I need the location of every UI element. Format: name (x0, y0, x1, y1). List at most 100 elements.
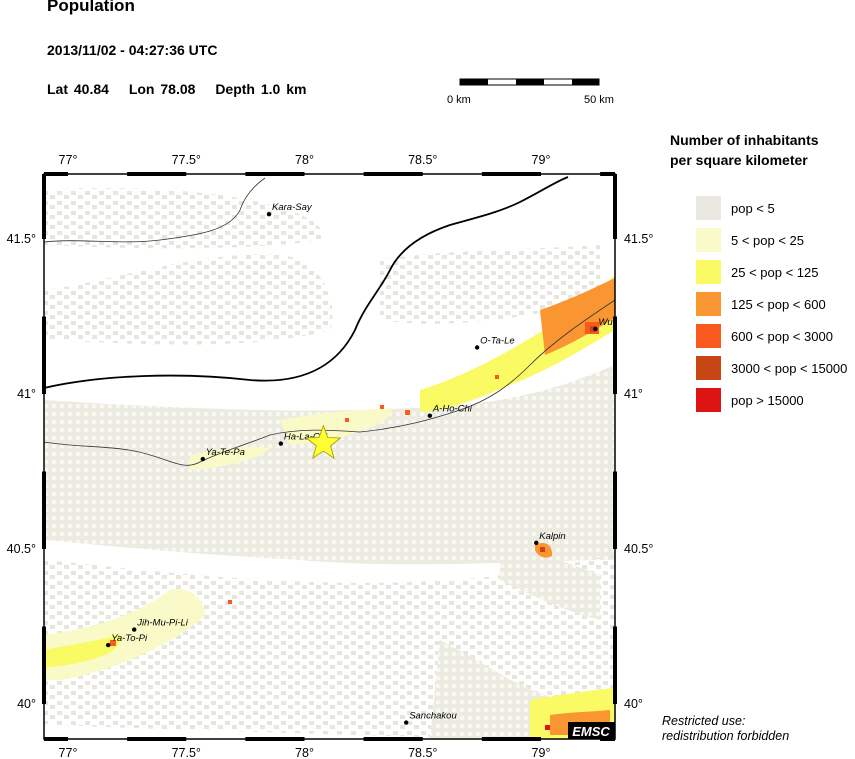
population-map: Kara-Say O-Ta-Le Wu A-Ho-Chi Ha-La-Chi Ya-Te-… (7, 153, 654, 759)
river-line-north (44, 177, 266, 243)
place-marker (593, 326, 598, 332)
lat-labels-right: 41.5° 41° 40.5° 40° (624, 232, 653, 711)
place-marker (132, 627, 137, 632)
frame-tick-bottom (363, 737, 423, 741)
frame-tick-bottom (44, 737, 68, 741)
legend-label: pop > 15000 (731, 392, 804, 408)
page-title: Population (47, 0, 135, 15)
place-label: Jih-Mu-Pi-Li (136, 618, 189, 629)
frame-tick-left (42, 626, 46, 704)
lat-tick-label-right: 40.5° (624, 542, 653, 556)
border-line (44, 176, 569, 389)
frame-tick-bottom (127, 737, 187, 741)
frame-tick-right (613, 471, 617, 549)
scale-start-label: 0 km (447, 94, 471, 106)
legend-item: pop < 5 (696, 196, 775, 220)
place-marker (427, 413, 433, 418)
legend-item: 125 < pop < 600 (696, 292, 826, 316)
emsc-logo (568, 722, 615, 739)
place-marker (474, 345, 480, 350)
legend-item: 600 < pop < 3000 (696, 324, 833, 348)
lat-tick-label-left: 40° (17, 697, 36, 711)
lon-tick-label-top: 78.5° (408, 153, 437, 167)
legend-swatch (696, 324, 721, 348)
places-layer: Kara-Say O-Ta-Le Wu A-Ho-Chi Ha-La-Chi Ya-Te-… (106, 202, 613, 725)
place-label: Ha-La-Chi (284, 432, 328, 443)
lon-tick-label-bottom: 78° (295, 746, 314, 759)
star-icon (305, 424, 342, 460)
frame-tick-left (42, 471, 46, 549)
legend-label: 25 < pop < 125 (731, 264, 819, 280)
legend-swatch (696, 292, 721, 316)
frame-tick-right (613, 316, 617, 394)
lat-tick-label-right: 41° (624, 387, 643, 401)
lat-tick-label-right: 41.5° (624, 232, 653, 246)
frame-tick-top (600, 172, 615, 176)
lon-labels-top: 77° 77.5° 78° 78.5° 79° (59, 153, 551, 167)
frame-tick-bottom (481, 737, 541, 741)
place-marker (403, 720, 409, 725)
lon-tick-label-bottom: 77.5° (172, 746, 201, 759)
lat-tick-label-left: 41° (17, 387, 36, 401)
legend-swatch (696, 388, 721, 412)
place-label: Ya-Te-Pa (206, 447, 245, 458)
place-label: Ya-To-Pi (111, 633, 148, 644)
population-medium-areas (44, 275, 615, 739)
place-label: Kara-Say (272, 202, 313, 213)
legend-item: pop > 15000 (696, 388, 804, 412)
lon-labels-bottom: 77° 77.5° 78° 78.5° 79° (59, 746, 551, 759)
place-label: O-Ta-Le (480, 336, 515, 347)
legend-item: 25 < pop < 125 (696, 260, 818, 284)
legend-label: pop < 5 (731, 200, 775, 216)
lon-tick-label-top: 77.5° (172, 153, 201, 167)
latitude-label: Lat 40.84 (47, 81, 109, 97)
place-marker (534, 540, 539, 545)
legend-swatch (696, 228, 721, 252)
legend-swatch (696, 260, 721, 284)
place-label: A-Ho-Chi (432, 404, 473, 415)
legend-label: 3000 < pop < 15000 (731, 360, 848, 376)
river-line (44, 299, 615, 466)
map-content: Kara-Say O-Ta-Le Wu A-Ho-Chi Ha-La-Chi Ya-Te-… (44, 174, 615, 739)
frame-tick-left (42, 174, 46, 239)
frame-tick-top (245, 172, 305, 176)
frame-tick-right (613, 626, 617, 704)
depth-label: Depth 1.0 km (215, 81, 307, 97)
lon-tick-label-bottom: 78.5° (408, 746, 437, 759)
lon-tick-label-bottom: 79° (532, 746, 551, 759)
frame-tick-bottom (245, 737, 305, 741)
legend-title: Number of inhabitants per square kilomet… (670, 130, 819, 170)
frame-ticks (42, 172, 617, 741)
legend-label: 125 < pop < 600 (731, 296, 826, 312)
place-marker (200, 456, 206, 462)
event-coordinates: Lat 40.84 Lon 78.08 Depth 1.0 km (47, 81, 320, 97)
map-frame (43, 173, 616, 740)
scale-bar (459, 78, 600, 86)
frame-tick-left (42, 316, 46, 394)
restricted-line2: redistribution forbidden (662, 729, 790, 743)
legend-title-line2: per square kilometer (670, 152, 808, 168)
lat-tick-label-left: 41.5° (7, 232, 36, 246)
legend-title-line1: Number of inhabitants (670, 132, 819, 148)
lon-tick-label-bottom: 77° (59, 746, 78, 759)
frame-tick-top (363, 172, 423, 176)
place-marker (106, 642, 111, 648)
event-datetime: 2013/11/02 - 04:27:36 UTC (47, 42, 218, 58)
lat-tick-label-left: 40.5° (7, 542, 36, 556)
legend-item: 3000 < pop < 15000 (696, 356, 847, 380)
place-label: Sanchakou (409, 711, 457, 722)
lon-tick-label-top: 79° (532, 153, 551, 167)
legend-label: 5 < pop < 25 (731, 232, 805, 248)
place-marker (278, 441, 284, 446)
lon-tick-label-top: 77° (59, 153, 78, 167)
place-label: Kalpin (539, 531, 565, 542)
frame-tick-top (44, 172, 68, 176)
legend-swatch (696, 356, 721, 380)
place-label: Wu (598, 317, 613, 328)
frame-tick-right (613, 174, 617, 239)
emsc-logo-text: EMSC (572, 724, 610, 739)
place-marker (266, 212, 272, 217)
lat-tick-label-right: 40° (624, 697, 643, 711)
frame-tick-top (481, 172, 541, 176)
legend-swatch (696, 196, 721, 220)
